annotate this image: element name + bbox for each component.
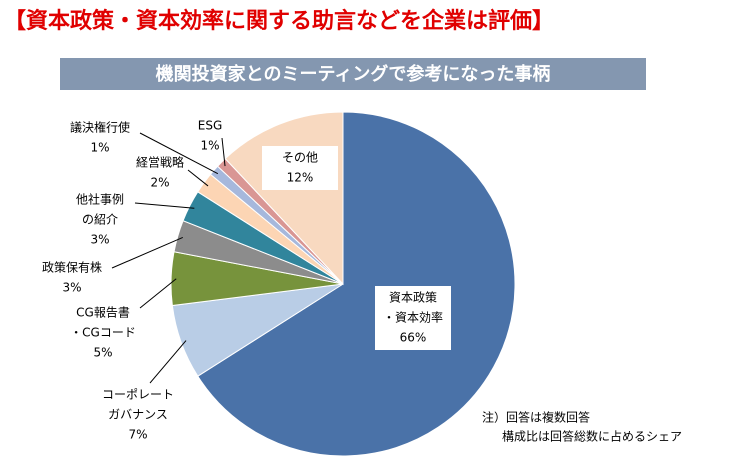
note: 注）回答は複数回答 (482, 410, 590, 425)
slice-label: 議決権行使 (70, 120, 130, 135)
value-label: 2% (150, 176, 169, 190)
slice-label: の紹介 (82, 213, 118, 227)
value-label: 5% (93, 346, 112, 360)
slice-label: ガバナンス (108, 408, 168, 422)
value-label: 1% (90, 141, 109, 155)
leader-line (221, 137, 226, 167)
pie-slice (197, 111, 516, 457)
leader-line (139, 132, 219, 175)
label-box (262, 146, 338, 190)
chart-title: 【資本政策・資本効率に関する助言などを企業は評価】 (4, 8, 554, 34)
leader-line (134, 202, 195, 209)
slice-label: その他 (282, 151, 318, 165)
leader-line (111, 236, 183, 269)
slice-label: 政策保有株 (42, 260, 102, 275)
leader-line (139, 278, 177, 309)
note: 構成比は回答総数に占めるシェア (502, 429, 682, 444)
leader-line (187, 169, 209, 187)
chart-subtitle: 機関投資家とのミーティングで参考になった事柄 (156, 63, 551, 85)
value-label: 1% (200, 139, 219, 153)
slice-label: 資本政策 (389, 291, 437, 305)
value-label: 7% (128, 428, 147, 442)
label-box (375, 286, 451, 350)
leader-line (149, 340, 187, 384)
value-label: 3% (62, 281, 81, 295)
slice-label: 他社事例 (76, 192, 124, 207)
slice-label: コーポレート (102, 388, 174, 402)
slice-label: ・CGコード (70, 326, 136, 340)
value-label: 12% (287, 171, 314, 185)
slice-label: ・資本効率 (383, 310, 443, 325)
value-label: 66% (400, 331, 427, 345)
value-label: 3% (90, 233, 109, 247)
slice-label: ESG (198, 119, 223, 133)
slice-label: CG報告書 (76, 306, 130, 320)
slice-label: 経営戦略 (136, 155, 184, 170)
subtitle-banner (60, 58, 646, 90)
